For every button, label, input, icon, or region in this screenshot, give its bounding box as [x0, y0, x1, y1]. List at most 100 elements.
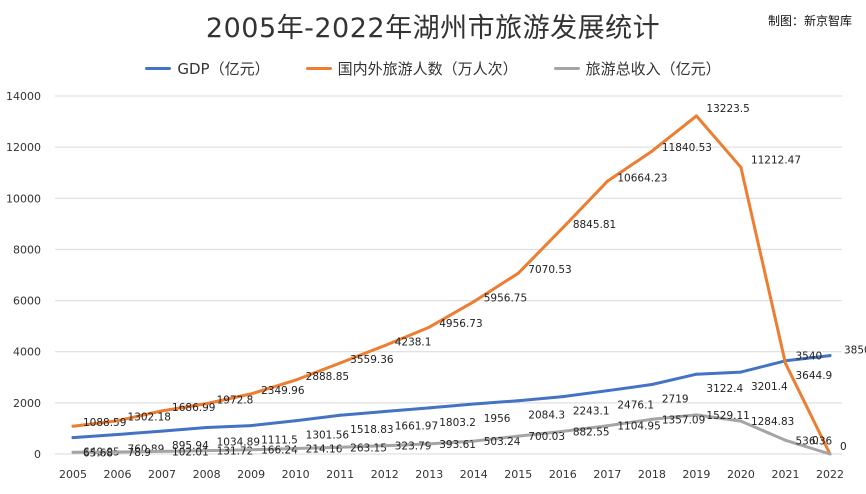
- data-label: 1111.5: [261, 435, 298, 447]
- data-label: 1104.95: [617, 421, 660, 433]
- data-point: [338, 445, 342, 449]
- data-point: [205, 449, 209, 453]
- x-tick-label: 2017: [593, 468, 621, 481]
- data-point: [249, 448, 253, 452]
- data-label: 8845.81: [573, 219, 616, 231]
- data-point: [71, 436, 75, 440]
- data-label: 393.61: [439, 439, 476, 451]
- legend-swatch-visitors: [305, 67, 332, 70]
- series-line: [71, 354, 832, 440]
- data-point: [205, 426, 209, 430]
- data-point: [516, 399, 520, 403]
- data-point: [828, 452, 832, 456]
- data-point: [739, 419, 743, 423]
- data-point: [472, 300, 476, 304]
- data-point: [561, 226, 565, 230]
- data-point: [383, 444, 387, 448]
- data-label: 1088.59: [83, 417, 126, 429]
- y-tick-label: 6000: [13, 295, 41, 308]
- y-tick-label: 4000: [13, 346, 41, 359]
- data-label: 3540: [795, 350, 822, 362]
- x-tick-label: 2015: [504, 468, 532, 481]
- chart-credit: 制图：新京智库: [767, 14, 852, 28]
- data-label: 11840.53: [662, 142, 712, 154]
- data-point: [650, 382, 654, 386]
- x-tick-label: 2020: [727, 468, 755, 481]
- data-point: [116, 433, 120, 437]
- data-label: 1529.11: [706, 410, 749, 422]
- y-tick-label: 2000: [13, 397, 41, 410]
- data-point: [694, 413, 698, 417]
- data-label: 1034.89: [217, 437, 260, 449]
- data-point: [561, 429, 565, 433]
- series-line: [71, 413, 832, 456]
- data-point: [561, 395, 565, 399]
- data-label: 13223.5: [706, 103, 749, 115]
- legend-swatch-gdp: [145, 67, 172, 70]
- data-label: 0: [812, 435, 819, 447]
- x-tick-label: 2016: [549, 468, 577, 481]
- data-label: 3122.4: [706, 383, 743, 395]
- data-point: [338, 413, 342, 417]
- legend-label-visitors: 国内外旅游人数（万人次）: [337, 60, 518, 78]
- data-label: 1972.8: [217, 395, 254, 407]
- data-point: [71, 424, 75, 428]
- legend-swatch-revenue: [553, 67, 580, 70]
- x-tick-label: 2012: [371, 468, 399, 481]
- data-label: 2243.1: [573, 406, 610, 418]
- y-tick-label: 0: [34, 448, 41, 461]
- data-label: 323.79: [395, 441, 432, 453]
- data-label: 3644.9: [795, 370, 832, 382]
- legend-label-revenue: 旅游总收入（亿元）: [585, 60, 721, 78]
- data-point: [71, 450, 75, 454]
- data-label: 1956: [484, 413, 511, 425]
- x-tick-label: 2009: [237, 468, 265, 481]
- data-point: [605, 179, 609, 183]
- data-point: [338, 361, 342, 365]
- x-tick-label: 2006: [104, 468, 132, 481]
- data-label: 65.68: [83, 447, 113, 459]
- x-tick-label: 2011: [326, 468, 354, 481]
- data-point: [427, 442, 431, 446]
- data-label: 2349.96: [261, 385, 305, 397]
- data-point: [694, 114, 698, 118]
- data-point: [472, 402, 476, 406]
- data-point: [427, 406, 431, 410]
- data-point: [294, 378, 298, 382]
- data-label: 102.01: [172, 446, 209, 458]
- data-label: 1661.97: [395, 421, 438, 433]
- data-label: 7070.53: [528, 264, 571, 276]
- data-label: 895.94: [172, 440, 209, 452]
- legend-item-gdp: GDP（亿元）: [145, 58, 270, 79]
- data-label: 503.24: [484, 436, 521, 448]
- data-label: 3850: [844, 345, 866, 357]
- y-tick-label: 12000: [6, 141, 41, 154]
- data-point: [249, 392, 253, 396]
- data-point: [294, 447, 298, 451]
- data-label: 2476.1: [617, 400, 654, 412]
- data-point: [783, 361, 787, 365]
- data-point: [516, 271, 520, 275]
- data-label: 263.15: [350, 442, 387, 454]
- data-label: 3559.36: [350, 354, 394, 366]
- data-label: 4956.73: [439, 318, 482, 330]
- data-point: [160, 409, 164, 413]
- y-tick-label: 10000: [6, 192, 41, 205]
- data-label: 1301.56: [306, 430, 350, 442]
- data-label: 131.72: [217, 446, 254, 458]
- data-point: [516, 434, 520, 438]
- x-tick-label: 2022: [816, 468, 844, 481]
- data-label: 10664.23: [617, 172, 667, 184]
- data-label: 4238.1: [395, 337, 432, 349]
- data-point: [739, 165, 743, 169]
- data-point: [783, 438, 787, 442]
- x-tick-label: 2013: [415, 468, 443, 481]
- data-label: 1518.83: [350, 424, 393, 436]
- data-label: 1284.83: [751, 416, 794, 428]
- data-point: [605, 424, 609, 428]
- x-tick-label: 2005: [59, 468, 87, 481]
- data-point: [116, 450, 120, 454]
- data-point: [160, 449, 164, 453]
